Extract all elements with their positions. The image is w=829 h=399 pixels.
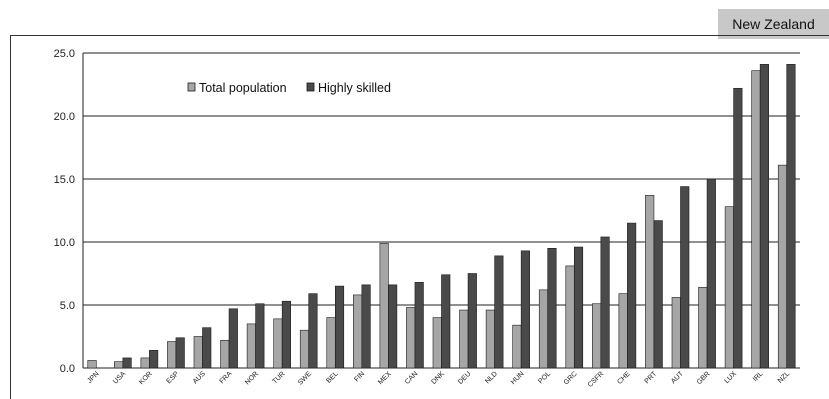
bar-total-population-jpn <box>87 360 97 369</box>
x-tick-label: GBR <box>696 370 712 386</box>
bar-highly-skilled-prt <box>653 220 663 369</box>
bar-total-population-fra <box>220 339 230 369</box>
x-tick-label: PRT <box>644 370 659 385</box>
x-tick-label: USA <box>112 370 127 385</box>
bar-total-population-prt <box>645 195 655 369</box>
bar-total-population-tur <box>273 318 283 369</box>
x-tick-label: POL <box>537 370 552 385</box>
bar-highly-skilled-irl <box>759 64 769 369</box>
bar-highly-skilled-aus <box>202 327 212 369</box>
y-tick-label: 25.0 <box>54 48 75 60</box>
bar-total-population-pol <box>538 289 549 369</box>
x-tick-label: NOR <box>244 370 260 386</box>
x-tick-label: CAN <box>404 370 419 385</box>
bar-highly-skilled-gbr <box>706 178 716 369</box>
bar-highly-skilled-kor <box>149 350 159 369</box>
bar-total-population-aus <box>193 336 203 369</box>
x-tick-label: FRA <box>219 370 234 385</box>
bar-total-population-usa <box>114 361 124 369</box>
bar-total-population-dnk <box>432 317 442 369</box>
x-tick-label: JPN <box>86 370 100 384</box>
legend-swatch-highly-skilled <box>306 82 315 92</box>
bar-highly-skilled-tur <box>281 300 291 369</box>
x-tick-label: NLD <box>484 370 499 385</box>
bar-total-population-gbr <box>698 287 708 369</box>
bar-highly-skilled-swe <box>308 293 318 369</box>
y-tick-label: 15.0 <box>54 174 75 186</box>
x-tick-label: LUX <box>723 370 738 385</box>
x-tick-label: FIN <box>353 370 366 383</box>
bar-highly-skilled-che <box>627 222 637 369</box>
legend-label-highly-skilled: Highly skilled <box>318 81 391 95</box>
x-tick-label: DEU <box>457 370 472 385</box>
x-tick-label: TUR <box>271 370 286 385</box>
bar-total-population-bel <box>326 317 336 369</box>
bar-highly-skilled-nld <box>494 255 504 369</box>
x-tick-label: MEX <box>377 370 393 386</box>
bar-highly-skilled-can <box>414 282 424 369</box>
bar-total-population-grc <box>565 265 575 369</box>
bar-total-population-nor <box>246 323 256 369</box>
bar-total-population-nld <box>485 309 495 369</box>
bar-total-population-aut <box>671 297 681 369</box>
bar-highly-skilled-mex <box>388 284 398 369</box>
x-tick-label: IRL <box>752 370 765 383</box>
bar-highly-skilled-fra <box>228 308 238 369</box>
x-tick-label: CHE <box>616 370 632 386</box>
x-tick-label: AUS <box>192 370 207 385</box>
x-tick-label: BEL <box>325 370 339 384</box>
bar-highly-skilled-usa <box>122 357 132 369</box>
bar-total-population-lux <box>724 206 734 369</box>
legend: Total population Highly skilled <box>187 81 391 95</box>
bar-total-population-swe <box>299 329 310 369</box>
bar-total-population-mex <box>379 242 389 369</box>
x-tick-label: GRC <box>563 370 579 386</box>
bar-highly-skilled-csfr <box>600 236 610 369</box>
bar-total-population-che <box>618 293 628 369</box>
legend-label-total-population: Total population <box>199 81 287 95</box>
x-tick-label: DNK <box>431 370 447 386</box>
x-tick-label: SWE <box>297 370 313 386</box>
x-tick-label: HUN <box>510 370 526 386</box>
bar-total-population-can <box>406 307 416 369</box>
bar-highly-skilled-nor <box>255 303 265 369</box>
x-tick-label: NZL <box>777 370 791 384</box>
bar-highly-skilled-nzl <box>786 64 796 369</box>
bar-highly-skilled-deu <box>467 273 477 369</box>
x-tick-label: ESP <box>165 370 180 385</box>
bar-total-population-csfr <box>592 303 602 369</box>
bar-highly-skilled-hun <box>520 250 530 369</box>
bars <box>87 64 796 369</box>
bar-total-population-hun <box>512 324 522 369</box>
y-tick-label: 0.0 <box>60 363 75 375</box>
y-tick-label: 5.0 <box>60 300 75 312</box>
bar-highly-skilled-grc <box>573 246 584 369</box>
chart-frame <box>10 35 829 399</box>
bar-highly-skilled-lux <box>733 87 743 369</box>
bar-total-population-esp <box>167 341 177 369</box>
bar-highly-skilled-esp <box>175 337 185 369</box>
bar-total-population-irl <box>751 70 761 369</box>
bar-highly-skilled-pol <box>547 248 557 369</box>
y-axis: 0.0 5.0 10.0 15.0 20.0 25.0 <box>54 48 75 375</box>
y-tick-label: 10.0 <box>54 237 75 249</box>
bar-highly-skilled-aut <box>680 186 690 369</box>
x-axis: JPN USA KOR ESP AUS FRA NOR TUR SWE BEL FIN MEX CAN D… <box>86 370 791 389</box>
y-tick-label: 20.0 <box>54 111 75 123</box>
x-tick-label: CSFR <box>587 370 605 388</box>
bar-total-population-fin <box>353 294 363 369</box>
bar-total-population-kor <box>140 357 150 369</box>
bar-highly-skilled-fin <box>361 284 371 369</box>
x-tick-label: KOR <box>138 370 154 386</box>
x-tick-label: AUT <box>670 370 685 385</box>
bar-highly-skilled-bel <box>334 285 345 369</box>
bar-highly-skilled-dnk <box>441 274 451 369</box>
bar-total-population-deu <box>459 309 469 369</box>
country-tab-label: New Zealand <box>718 9 829 39</box>
legend-swatch-total-population <box>187 82 196 92</box>
bar-total-population-nzl <box>777 164 788 369</box>
